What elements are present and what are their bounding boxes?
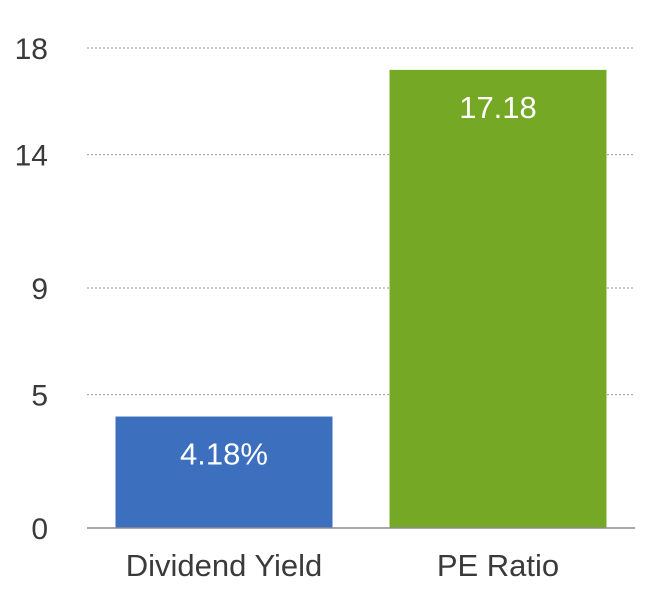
y-tick-label: 5 <box>31 380 48 413</box>
y-tick-label: 9 <box>31 273 48 306</box>
bar-pe-ratio <box>389 69 607 528</box>
y-tick-label: 0 <box>31 513 48 546</box>
x-category-label: Dividend Yield <box>126 548 322 583</box>
y-tick-label: 18 <box>15 33 48 66</box>
bar-dividend-yield <box>115 416 333 528</box>
bar-value-label: 17.18 <box>459 90 537 125</box>
y-tick-label: 14 <box>15 140 48 173</box>
x-category-label: PE Ratio <box>437 548 559 583</box>
bar-value-label: 4.18% <box>180 437 268 472</box>
labels: 0 5 9 14 18 4.18% Dividend Yield 17.18 PE Ratio <box>15 33 560 583</box>
bars <box>115 69 607 528</box>
